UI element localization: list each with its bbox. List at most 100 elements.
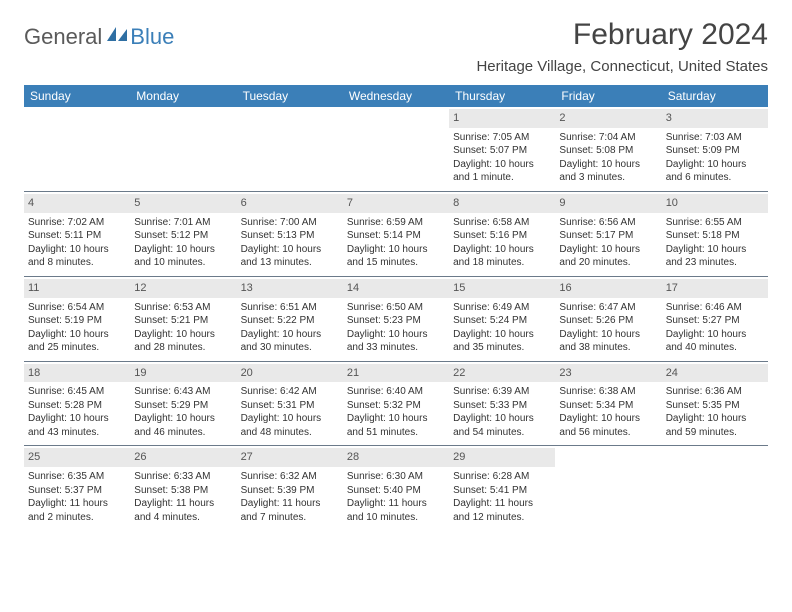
calendar-cell: 4Sunrise: 7:02 AMSunset: 5:11 PMDaylight… <box>24 191 130 276</box>
day-number: 29 <box>449 448 555 467</box>
calendar-cell: 13Sunrise: 6:51 AMSunset: 5:22 PMDayligh… <box>237 276 343 361</box>
sunset-text: Sunset: 5:21 PM <box>134 314 232 328</box>
daylight-text: Daylight: 10 hours and 6 minutes. <box>666 158 764 185</box>
daylight-text: Daylight: 10 hours and 30 minutes. <box>241 328 339 355</box>
daylight-text: Daylight: 10 hours and 35 minutes. <box>453 328 551 355</box>
day-number: 22 <box>449 364 555 383</box>
daylight-text: Daylight: 10 hours and 20 minutes. <box>559 243 657 270</box>
page-header: General Blue February 2024 Heritage Vill… <box>24 18 768 75</box>
sunset-text: Sunset: 5:14 PM <box>347 229 445 243</box>
sunrise-text: Sunrise: 6:47 AM <box>559 301 657 315</box>
sunset-text: Sunset: 5:08 PM <box>559 144 657 158</box>
calendar-cell: . <box>237 107 343 191</box>
dayhdr-mon: Monday <box>130 85 236 107</box>
calendar-cell: 18Sunrise: 6:45 AMSunset: 5:28 PMDayligh… <box>24 361 130 446</box>
daylight-text: Daylight: 10 hours and 10 minutes. <box>134 243 232 270</box>
sunset-text: Sunset: 5:29 PM <box>134 399 232 413</box>
daylight-text: Daylight: 10 hours and 23 minutes. <box>666 243 764 270</box>
sunset-text: Sunset: 5:40 PM <box>347 484 445 498</box>
sunset-text: Sunset: 5:07 PM <box>453 144 551 158</box>
location-text: Heritage Village, Connecticut, United St… <box>476 58 768 75</box>
sunrise-text: Sunrise: 6:32 AM <box>241 470 339 484</box>
day-number: 24 <box>662 364 768 383</box>
day-number: 10 <box>662 194 768 213</box>
daylight-text: Daylight: 10 hours and 46 minutes. <box>134 412 232 439</box>
daylight-text: Daylight: 11 hours and 12 minutes. <box>453 497 551 524</box>
sunrise-text: Sunrise: 7:03 AM <box>666 131 764 145</box>
daylight-text: Daylight: 10 hours and 56 minutes. <box>559 412 657 439</box>
calendar-cell: 29Sunrise: 6:28 AMSunset: 5:41 PMDayligh… <box>449 446 555 530</box>
daylight-text: Daylight: 10 hours and 28 minutes. <box>134 328 232 355</box>
daylight-text: Daylight: 10 hours and 59 minutes. <box>666 412 764 439</box>
daylight-text: Daylight: 11 hours and 4 minutes. <box>134 497 232 524</box>
sunrise-text: Sunrise: 6:40 AM <box>347 385 445 399</box>
sunrise-text: Sunrise: 6:35 AM <box>28 470 126 484</box>
sunset-text: Sunset: 5:23 PM <box>347 314 445 328</box>
sunset-text: Sunset: 5:24 PM <box>453 314 551 328</box>
sunrise-text: Sunrise: 7:00 AM <box>241 216 339 230</box>
daylight-text: Daylight: 10 hours and 13 minutes. <box>241 243 339 270</box>
day-number: 14 <box>343 279 449 298</box>
calendar-cell: 17Sunrise: 6:46 AMSunset: 5:27 PMDayligh… <box>662 276 768 361</box>
sunset-text: Sunset: 5:18 PM <box>666 229 764 243</box>
sunset-text: Sunset: 5:31 PM <box>241 399 339 413</box>
sunrise-text: Sunrise: 6:46 AM <box>666 301 764 315</box>
sunset-text: Sunset: 5:33 PM <box>453 399 551 413</box>
calendar-cell: 10 Sunrise: 6:55 AMSunset: 5:18 PMDayligh… <box>662 191 768 276</box>
day-number: 20 <box>237 364 343 383</box>
sunrise-text: Sunrise: 6:33 AM <box>134 470 232 484</box>
sunrise-text: Sunrise: 6:49 AM <box>453 301 551 315</box>
calendar-cell: . <box>130 107 236 191</box>
calendar-cell: 9Sunrise: 6:56 AMSunset: 5:17 PMDaylight… <box>555 191 661 276</box>
daylight-text: Daylight: 10 hours and 51 minutes. <box>347 412 445 439</box>
sunset-text: Sunset: 5:41 PM <box>453 484 551 498</box>
calendar-table: Sunday Monday Tuesday Wednesday Thursday… <box>24 85 768 530</box>
sunrise-text: Sunrise: 6:56 AM <box>559 216 657 230</box>
brand-text-1: General <box>24 24 102 50</box>
sunrise-text: Sunrise: 7:01 AM <box>134 216 232 230</box>
daylight-text: Daylight: 10 hours and 40 minutes. <box>666 328 764 355</box>
brand-sail-icon <box>106 26 128 49</box>
day-number: 17 <box>662 279 768 298</box>
day-number: 11 <box>24 279 130 298</box>
sunset-text: Sunset: 5:26 PM <box>559 314 657 328</box>
dayhdr-sun: Sunday <box>24 85 130 107</box>
day-number: 3 <box>662 109 768 128</box>
sunset-text: Sunset: 5:39 PM <box>241 484 339 498</box>
sunset-text: Sunset: 5:37 PM <box>28 484 126 498</box>
sunrise-text: Sunrise: 7:05 AM <box>453 131 551 145</box>
sunrise-text: Sunrise: 6:55 AM <box>666 216 764 230</box>
day-number: 1 <box>449 109 555 128</box>
calendar-row: 18Sunrise: 6:45 AMSunset: 5:28 PMDayligh… <box>24 361 768 446</box>
calendar-cell: . <box>555 446 661 530</box>
calendar-cell: 12Sunrise: 6:53 AMSunset: 5:21 PMDayligh… <box>130 276 236 361</box>
sunset-text: Sunset: 5:38 PM <box>134 484 232 498</box>
sunrise-text: Sunrise: 6:54 AM <box>28 301 126 315</box>
calendar-cell: 28Sunrise: 6:30 AMSunset: 5:40 PMDayligh… <box>343 446 449 530</box>
calendar-cell: 25 Sunrise: 6:35 AMSunset: 5:37 PMDayligh… <box>24 446 130 530</box>
day-number: 23 <box>555 364 661 383</box>
sunset-text: Sunset: 5:11 PM <box>28 229 126 243</box>
calendar-cell: 2Sunrise: 7:04 AMSunset: 5:08 PMDaylight… <box>555 107 661 191</box>
sunrise-text: Sunrise: 6:36 AM <box>666 385 764 399</box>
day-number: 2 <box>555 109 661 128</box>
sunrise-text: Sunrise: 6:39 AM <box>453 385 551 399</box>
daylight-text: Daylight: 11 hours and 2 minutes. <box>28 497 126 524</box>
day-number: 25 <box>24 448 130 467</box>
calendar-row: 25Sunrise: 6:35 AMSunset: 5:37 PMDayligh… <box>24 446 768 530</box>
day-number: 26 <box>130 448 236 467</box>
sunrise-text: Sunrise: 6:53 AM <box>134 301 232 315</box>
calendar-cell: 8Sunrise: 6:58 AMSunset: 5:16 PMDaylight… <box>449 191 555 276</box>
sunset-text: Sunset: 5:09 PM <box>666 144 764 158</box>
day-number: 18 <box>24 364 130 383</box>
day-number: 5 <box>130 194 236 213</box>
calendar-cell: 5Sunrise: 7:01 AMSunset: 5:12 PMDaylight… <box>130 191 236 276</box>
daylight-text: Daylight: 10 hours and 38 minutes. <box>559 328 657 355</box>
calendar-cell: 23Sunrise: 6:38 AMSunset: 5:34 PMDayligh… <box>555 361 661 446</box>
dayhdr-wed: Wednesday <box>343 85 449 107</box>
daylight-text: Daylight: 10 hours and 1 minute. <box>453 158 551 185</box>
sunrise-text: Sunrise: 6:50 AM <box>347 301 445 315</box>
sunrise-text: Sunrise: 6:59 AM <box>347 216 445 230</box>
daylight-text: Daylight: 11 hours and 10 minutes. <box>347 497 445 524</box>
dayhdr-fri: Friday <box>555 85 661 107</box>
